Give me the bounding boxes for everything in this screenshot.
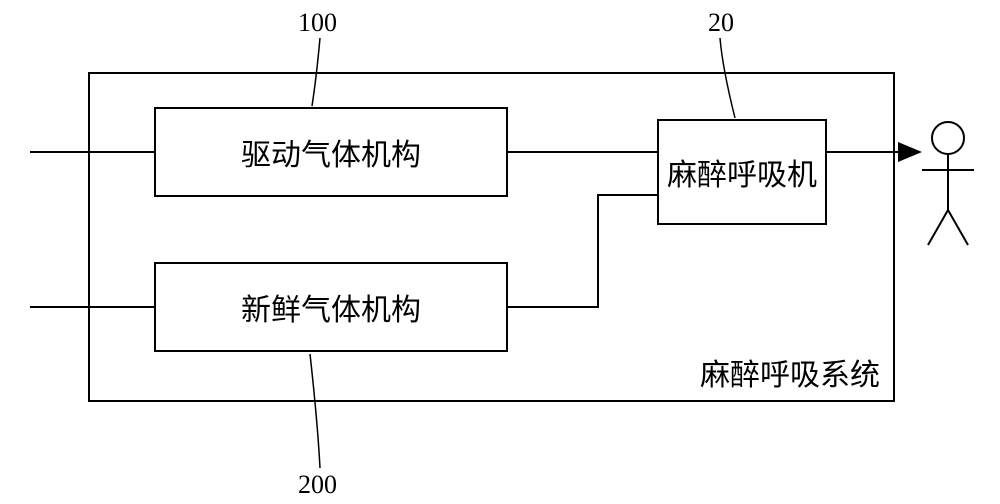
system-label: 麻醉呼吸系统 — [700, 350, 880, 394]
ventilator-box: 麻醉呼吸机 — [657, 119, 827, 225]
ref-20: 20 — [708, 8, 734, 38]
ref-200: 200 — [298, 470, 337, 500]
ref-100: 100 — [298, 8, 337, 38]
drive-gas-box: 驱动气体机构 — [154, 107, 508, 197]
ventilator-label: 麻醉呼吸机 — [667, 150, 817, 194]
fresh-gas-box: 新鲜气体机构 — [154, 262, 508, 352]
fresh-gas-label: 新鲜气体机构 — [241, 285, 421, 329]
drive-gas-label: 驱动气体机构 — [241, 130, 421, 174]
patient-icon — [922, 122, 974, 245]
